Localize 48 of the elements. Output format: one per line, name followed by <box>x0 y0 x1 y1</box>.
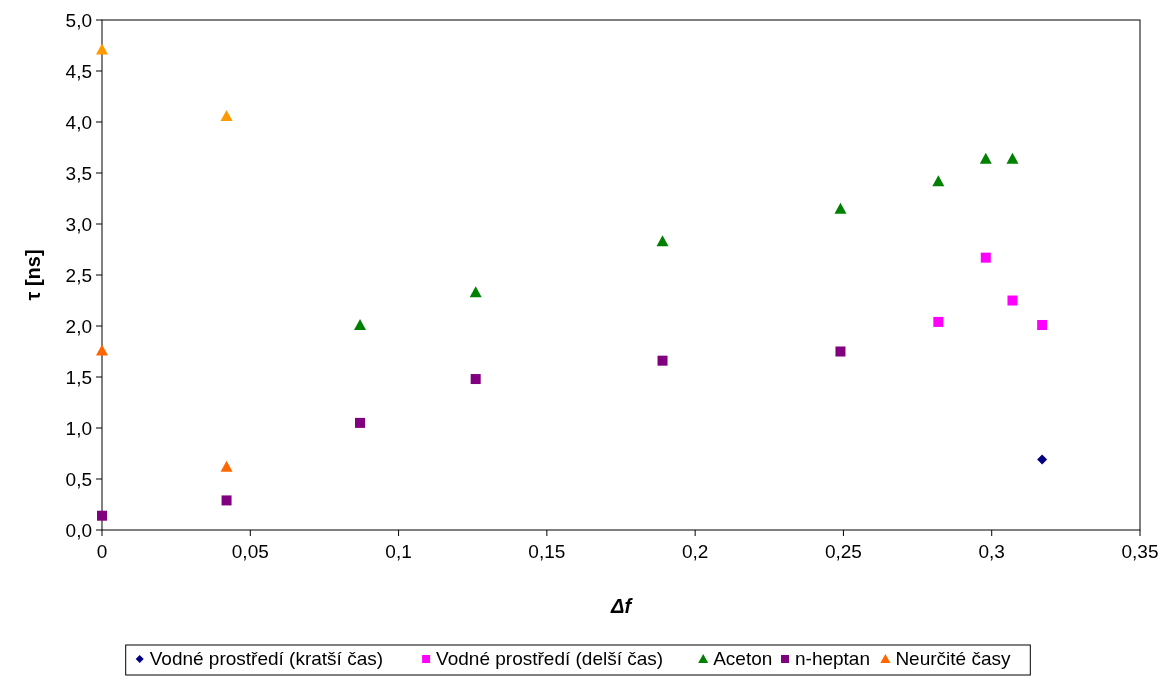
point <box>1037 319 1048 330</box>
y-axis-title: τ [ns] <box>22 249 44 301</box>
point <box>355 417 366 428</box>
point <box>1037 454 1048 465</box>
point <box>933 316 944 327</box>
y-tick-label: 0,0 <box>65 520 92 541</box>
y-tick-label: 2,5 <box>65 265 92 286</box>
x-tick-label: 0,3 <box>978 541 1005 562</box>
legend-label: n-heptan <box>795 648 871 669</box>
point <box>657 355 668 366</box>
point <box>656 235 669 247</box>
point <box>980 252 991 263</box>
point <box>354 318 367 330</box>
x-tick-label: 0,05 <box>231 541 269 562</box>
y-tick-label: 3,5 <box>65 163 92 184</box>
x-tick-label: 0,25 <box>824 541 862 562</box>
y-tick-label: 1,5 <box>65 367 92 388</box>
point <box>835 346 846 357</box>
x-tick-label: 0,35 <box>1121 541 1159 562</box>
legend-label: Vodné prostředí (kratší čas) <box>149 648 384 669</box>
point <box>470 374 481 385</box>
x-tick-label: 0 <box>96 541 108 562</box>
legend-label: Vodné prostředí (delší čas) <box>436 648 664 669</box>
point <box>834 202 847 214</box>
x-tick-label: 0,15 <box>528 541 566 562</box>
point <box>220 460 233 472</box>
point <box>979 152 992 164</box>
y-tick-label: 5,0 <box>65 10 92 31</box>
point <box>932 175 945 187</box>
point <box>1007 295 1018 306</box>
point <box>1006 152 1019 164</box>
legend-label: Neurčité časy <box>895 648 1011 669</box>
point <box>220 109 233 121</box>
y-tick-label: 3,0 <box>65 214 92 235</box>
point <box>96 344 108 356</box>
x-tick-label: 0,1 <box>385 541 412 562</box>
point <box>97 510 107 521</box>
y-tick-label: 1,0 <box>65 418 92 439</box>
point <box>96 43 108 55</box>
x-axis-title: Δf <box>609 595 634 617</box>
y-tick-label: 2,0 <box>65 316 92 337</box>
y-tick-label: 4,5 <box>65 61 92 82</box>
point <box>469 286 482 298</box>
point <box>221 495 232 506</box>
y-tick-label: 4,0 <box>65 112 92 133</box>
legend-label: Aceton <box>713 648 773 669</box>
y-tick-label: 0,5 <box>65 469 92 490</box>
x-tick-label: 0,2 <box>681 541 709 562</box>
